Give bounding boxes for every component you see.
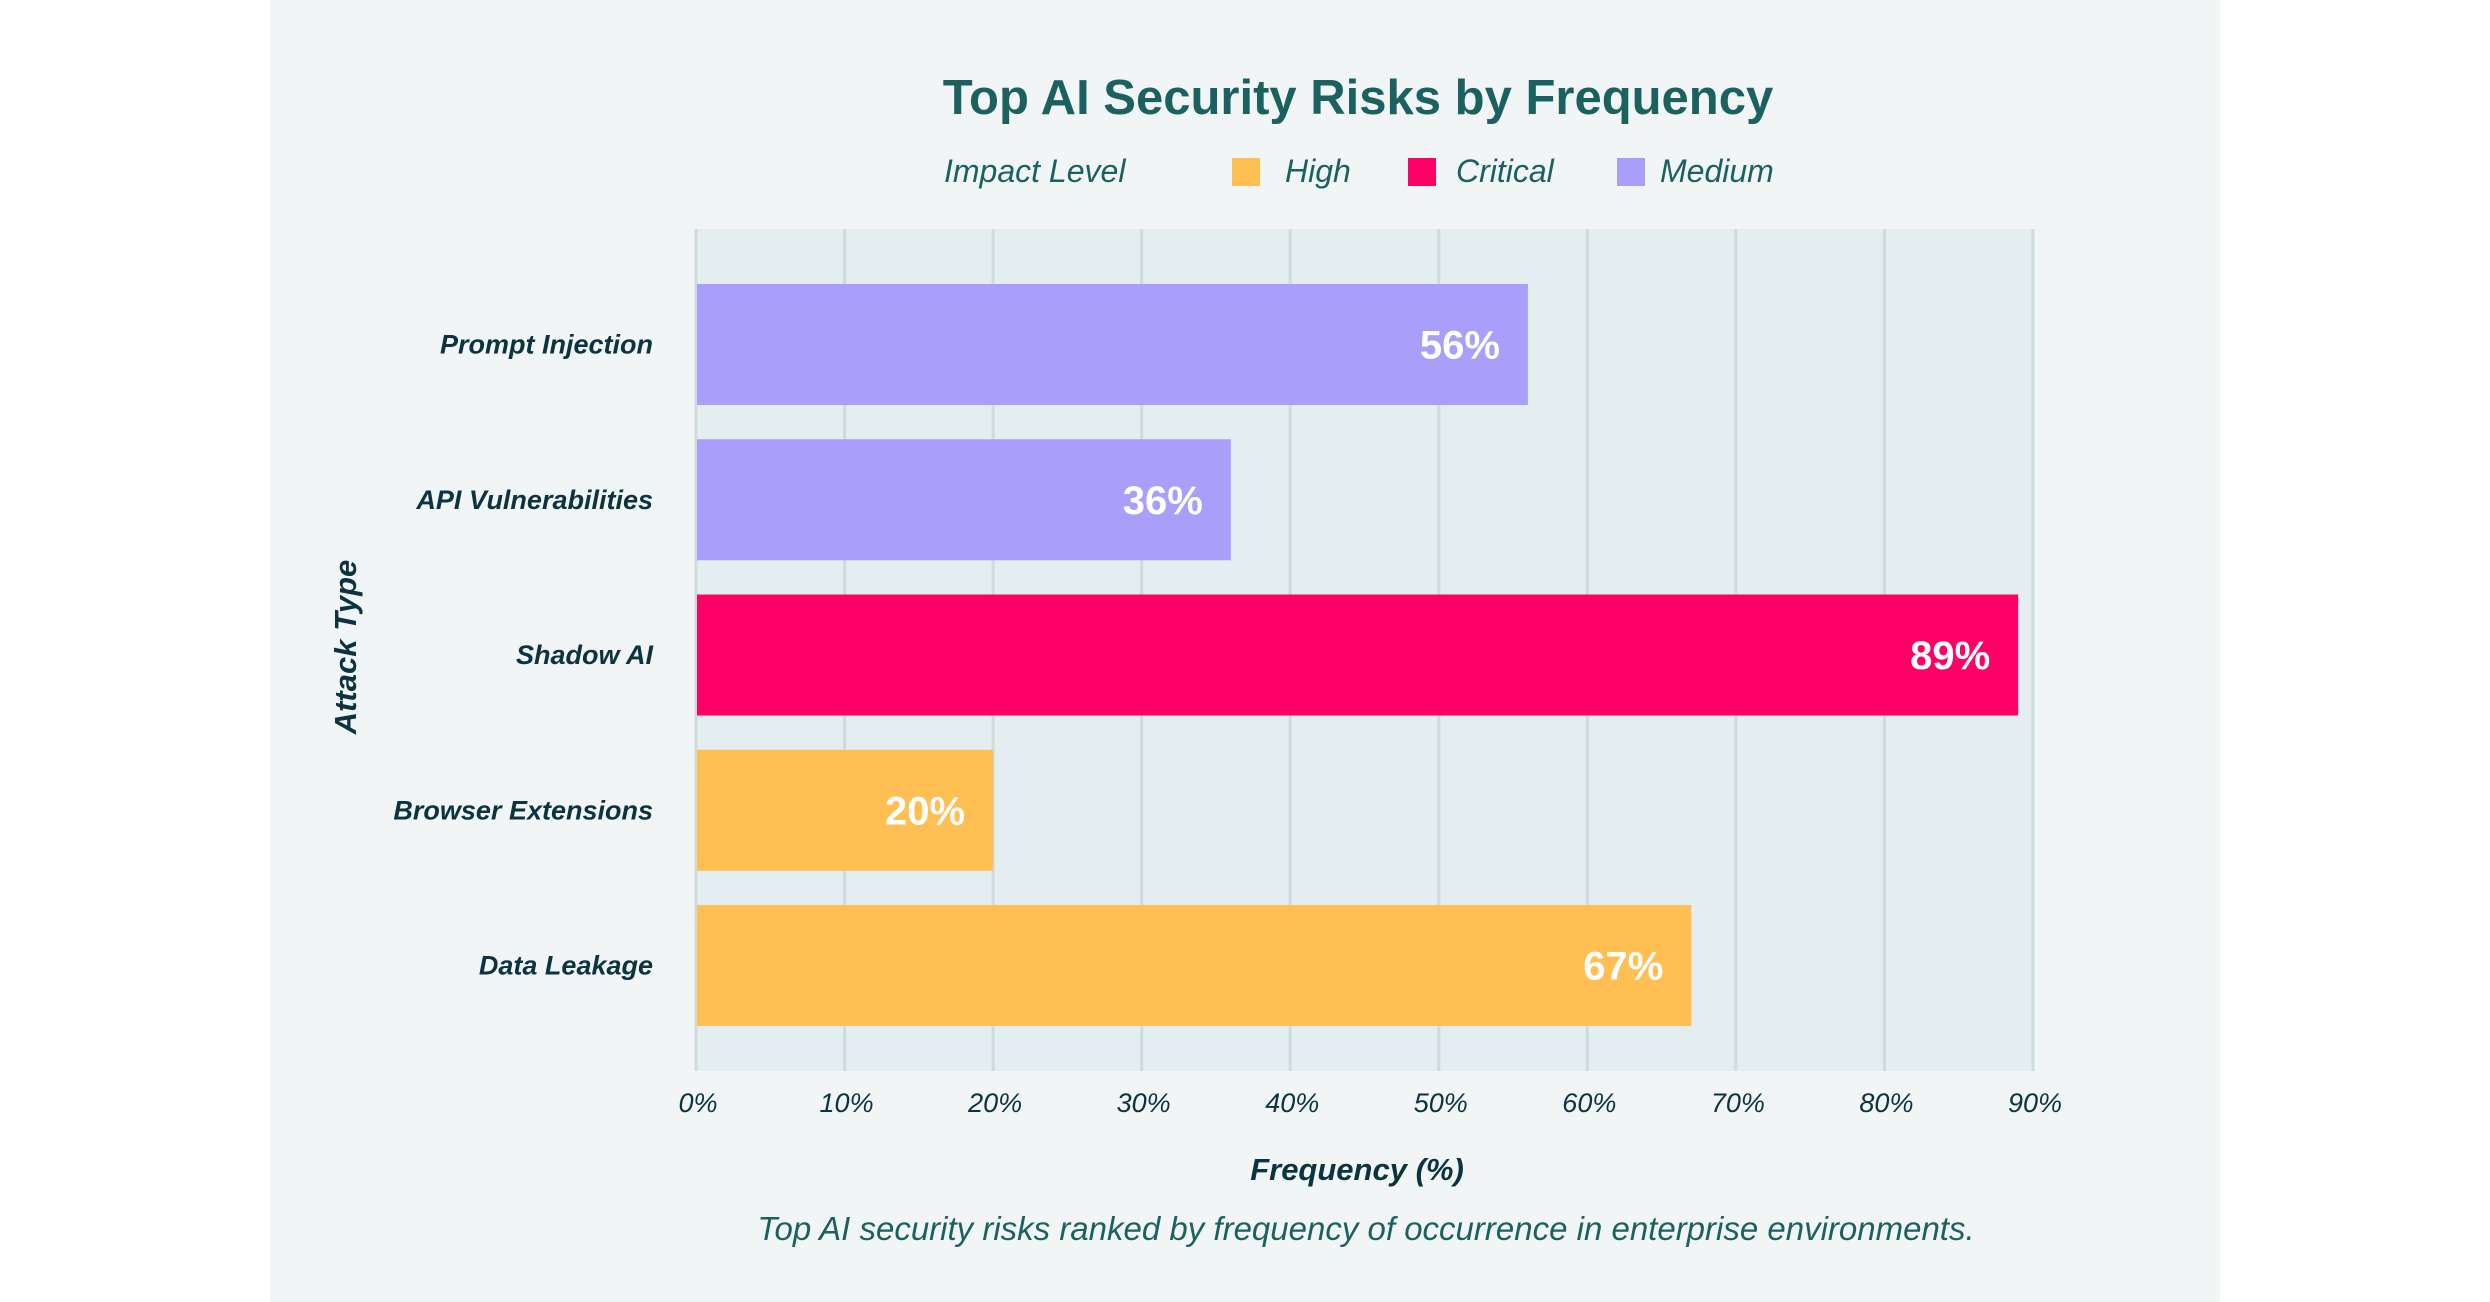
bar-value-label: 89% <box>1910 634 1990 678</box>
bar-prompt-injection <box>697 284 1528 405</box>
chart-caption: Top AI security risks ranked by frequenc… <box>757 1210 1974 1247</box>
x-tick-label: 80% <box>1859 1088 1913 1118</box>
bar-value-label: 67% <box>1583 945 1663 989</box>
category-label: Shadow AI <box>516 640 654 670</box>
x-tick-label: 40% <box>1265 1088 1319 1118</box>
x-axis-title: Frequency (%) <box>1250 1152 1464 1187</box>
x-tick-label: 60% <box>1562 1088 1616 1118</box>
x-tick-label: 20% <box>967 1088 1022 1118</box>
bar-value-label: 56% <box>1420 324 1500 368</box>
x-tick-label: 50% <box>1414 1088 1468 1118</box>
x-tick-label: 0% <box>678 1088 717 1118</box>
x-tick-label: 70% <box>1711 1088 1765 1118</box>
category-label: API Vulnerabilities <box>415 485 653 515</box>
x-tick-labels: 0% 10% 20% 30% 40% 50% 60% 70% 80% 90% <box>678 1088 2062 1118</box>
bar-shadow-ai <box>697 594 2019 716</box>
legend-title: Impact Level <box>944 153 1126 189</box>
x-tick-label: 10% <box>820 1088 874 1118</box>
legend-label-high: High <box>1285 153 1351 189</box>
bar-data-leakage <box>697 905 1692 1026</box>
legend-item-critical: Critical <box>1408 153 1555 189</box>
bar-api-vulnerabilities <box>697 439 1231 561</box>
category-label: Data Leakage <box>479 951 653 981</box>
legend: Impact Level High Critical Medium <box>944 153 1774 189</box>
legend-swatch-medium <box>1617 158 1645 186</box>
legend-label-critical: Critical <box>1456 153 1555 189</box>
legend-label-medium: Medium <box>1660 153 1774 189</box>
bar-browser-extensions <box>697 749 994 871</box>
bar-value-label: 20% <box>885 789 965 833</box>
x-tick-label: 30% <box>1117 1088 1171 1118</box>
legend-swatch-high <box>1232 158 1260 186</box>
bar-value-label: 36% <box>1123 479 1203 523</box>
x-tick-label: 90% <box>2008 1088 2062 1118</box>
y-axis-title: Attack Type <box>328 560 363 736</box>
legend-item-high: High <box>1232 153 1351 189</box>
legend-swatch-critical <box>1408 158 1436 186</box>
bar-labels: 56% 36% 89% 20% 67% <box>885 324 1990 989</box>
bars <box>697 284 2019 1026</box>
category-label: Browser Extensions <box>393 795 653 825</box>
legend-item-medium: Medium <box>1617 153 1774 189</box>
category-labels: Prompt Injection API Vulnerabilities Shado… <box>393 330 653 981</box>
category-label: Prompt Injection <box>440 330 653 360</box>
chart-title: Top AI Security Risks by Frequency <box>943 71 1774 125</box>
